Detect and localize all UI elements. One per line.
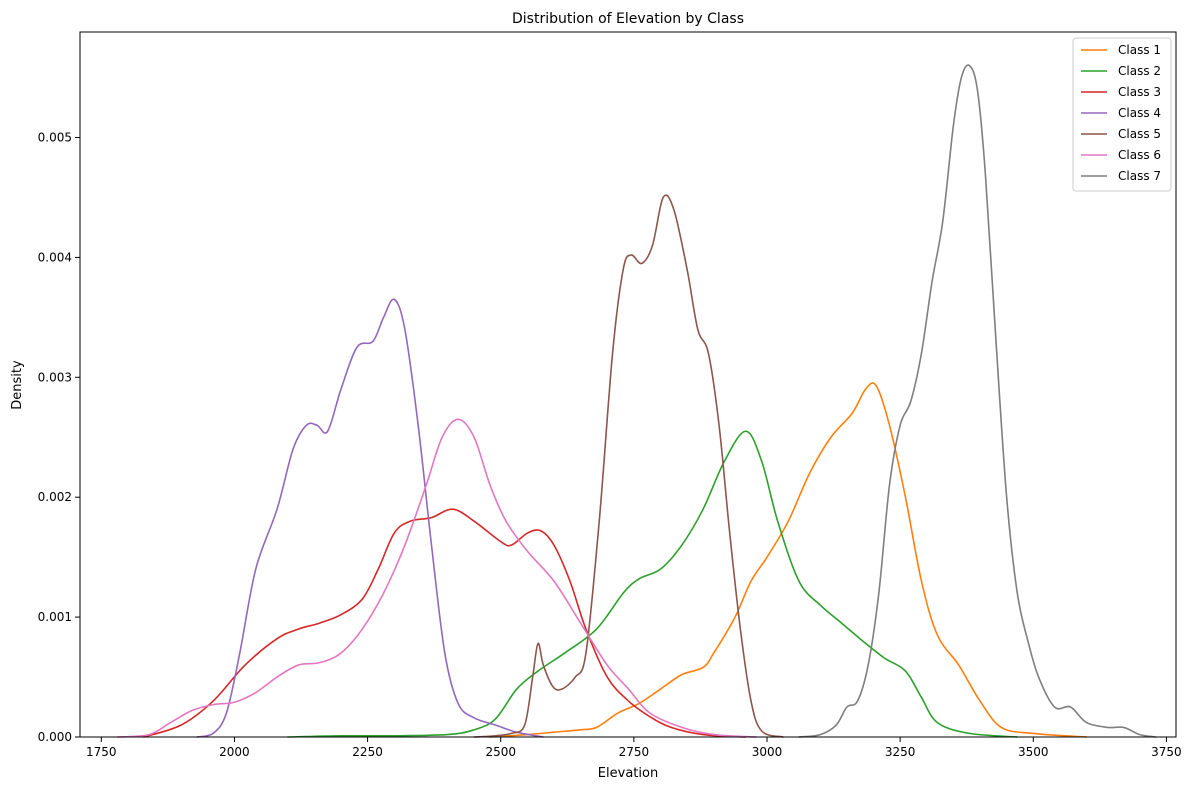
x-tick-label: 3750	[1151, 745, 1182, 759]
legend-box	[1072, 37, 1172, 192]
x-tick-label: 2500	[485, 745, 516, 759]
x-axis: 1750 2000 2250 2500 2750 3000 3250 3500 3750	[86, 737, 1182, 759]
x-tick-label: 3000	[752, 745, 783, 759]
x-tick-label: 2000	[219, 745, 250, 759]
series-line-class-6	[116, 418, 758, 738]
x-tick-label: 2250	[352, 745, 383, 759]
x-tick-label: 1750	[86, 745, 117, 759]
x-tick-label: 3250	[885, 745, 916, 759]
y-axis-label: Density	[10, 360, 25, 410]
legend-label-class-6: Class 6	[1118, 148, 1161, 162]
legend: Class 1 Class 2 Class 3 Class 4 Class 5 Class…	[1072, 37, 1172, 192]
series-line-class-1	[489, 382, 1088, 738]
legend-label-class-2: Class 2	[1118, 64, 1161, 78]
series-line-class-4	[196, 298, 545, 738]
y-axis: 0.000 0.001 0.002 0.003 0.004 0.005	[38, 131, 80, 744]
x-tick-label: 2750	[619, 745, 650, 759]
series-line-class-3	[143, 508, 747, 738]
legend-label-class-5: Class 5	[1118, 127, 1161, 141]
y-tick-label: 0.005	[38, 131, 72, 145]
legend-label-class-1: Class 1	[1118, 43, 1161, 57]
series-line-class-7	[798, 64, 1157, 738]
x-tick-label: 3500	[1018, 745, 1049, 759]
plot-area	[116, 64, 1157, 738]
plot-frame	[79, 31, 1177, 738]
series-line-class-5	[473, 194, 784, 738]
legend-label-class-3: Class 3	[1118, 85, 1161, 99]
y-tick-label: 0.000	[38, 730, 72, 744]
y-tick-label: 0.003	[38, 370, 72, 384]
x-axis-label: Elevation	[598, 766, 658, 781]
chart-title: Distribution of Elevation by Class	[512, 11, 744, 27]
legend-label-class-4: Class 4	[1118, 106, 1161, 120]
legend-label-class-7: Class 7	[1118, 169, 1161, 183]
y-tick-label: 0.002	[38, 490, 72, 504]
y-tick-label: 0.004	[38, 250, 72, 264]
y-tick-label: 0.001	[38, 610, 72, 624]
